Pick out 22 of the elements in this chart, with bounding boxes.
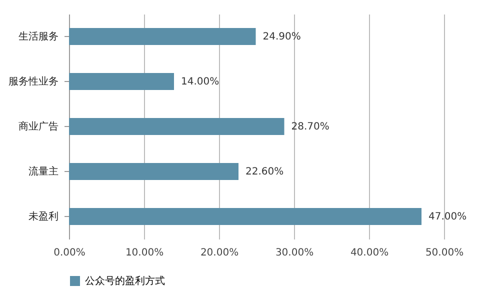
x-tick-label: 0.00%: [54, 248, 86, 258]
y-tick-label: 流量主: [28, 166, 58, 178]
y-tick-label: 生活服务: [18, 30, 58, 42]
y-tick-label: 服务性业务: [8, 76, 58, 88]
x-tick-label: 50.00%: [425, 248, 464, 258]
y-tick-label: 未盈利: [28, 210, 58, 222]
x-tick-label: 10.00%: [125, 248, 164, 258]
x-tick-label: 40.00%: [350, 248, 389, 258]
data-label: 47.00%: [428, 212, 467, 222]
bar: [69, 208, 422, 225]
data-label: 24.90%: [262, 32, 301, 42]
x-tick-label: 20.00%: [200, 248, 239, 258]
y-tick-label: 商业广告: [18, 120, 58, 132]
bar: [69, 163, 238, 180]
bar: [69, 118, 284, 135]
data-label: 28.70%: [291, 122, 330, 132]
bar: [69, 73, 174, 90]
x-tick-label: 30.00%: [275, 248, 314, 258]
data-label: 14.00%: [181, 76, 220, 88]
bar: [69, 28, 256, 45]
legend-label: 公众号的盈利方式: [85, 275, 165, 287]
data-label: 22.60%: [246, 166, 284, 178]
